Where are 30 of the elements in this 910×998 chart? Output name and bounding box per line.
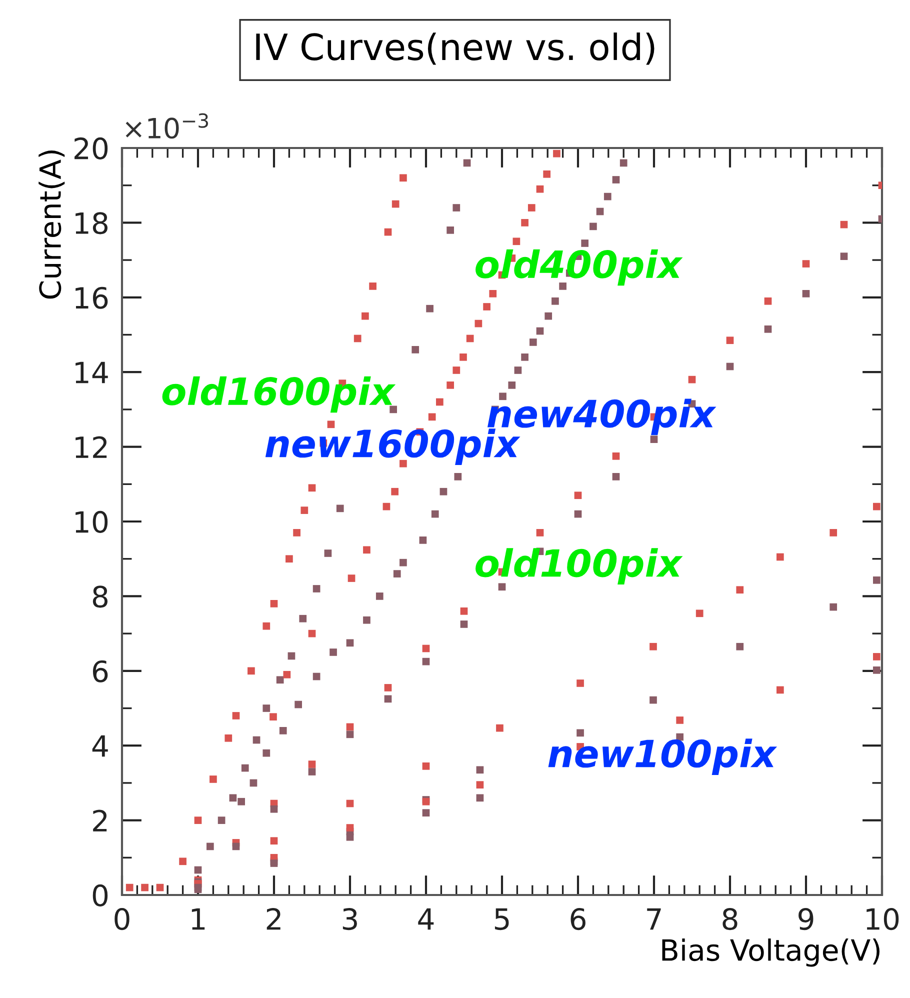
y-tick-label: 2 [93,810,107,832]
annotation: old1600pix [162,376,396,413]
y-tick-label: 18 [76,212,108,234]
y-tick-label: 14 [76,362,108,384]
x-tick-label: 3 [342,908,357,930]
x-tick-label: 9 [798,908,814,930]
y-tick-label: 10 [76,510,108,533]
x-tick-label: 5 [494,908,509,930]
annotation: old100pix [476,548,683,584]
y-tick-label: 6 [92,660,108,682]
x-tick-label: 4 [418,908,434,930]
y-tick-label: 12 [76,436,107,458]
x-tick-label: 1 [192,908,205,930]
x-tick-label: 2 [266,908,280,930]
x-tick-label: 6 [570,908,586,930]
y-tick-label: 0 [92,884,108,906]
chart-title: IV Curves(new vs. old) [256,32,654,65]
x-tick-label: 8 [722,908,738,930]
x-tick-label: 10 [866,908,899,930]
x-tick-label: 7 [647,908,661,930]
y-tick-label: 4 [92,735,108,757]
y-tick-label: 16 [76,286,108,309]
annotation: new100pix [548,738,778,775]
y-axis-title: Current(A) [38,150,65,299]
y-tick-label: 8 [92,586,108,608]
y-tick-label: 20 [74,137,108,160]
x-axis-title: Bias Voltage(V) [662,938,880,967]
x-tick-label: 0 [114,908,130,930]
text: ×10$^{−3}$ [126,113,208,139]
annotation: old400pix [476,249,683,286]
